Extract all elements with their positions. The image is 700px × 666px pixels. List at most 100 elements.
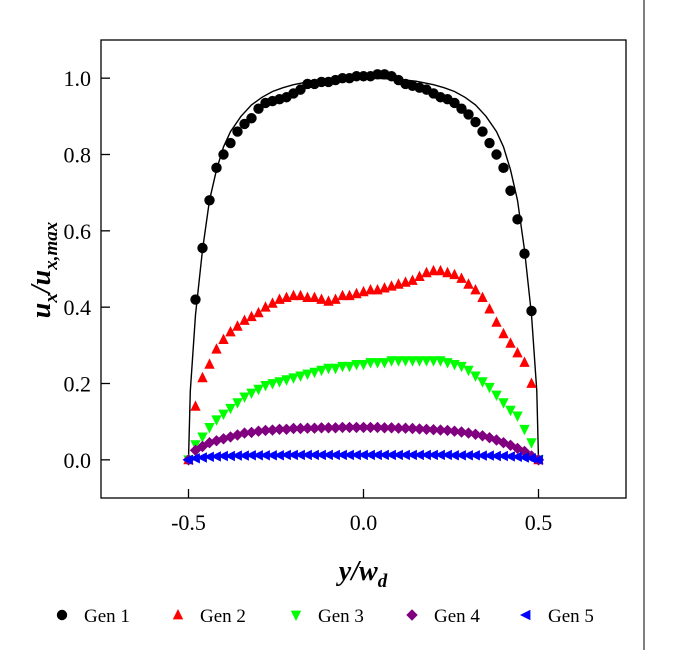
data-point	[406, 422, 419, 435]
data-point	[267, 297, 278, 308]
data-point	[266, 450, 277, 461]
data-point	[505, 337, 516, 348]
data-point	[456, 272, 467, 283]
data-point	[210, 435, 223, 447]
y-axis-title: ux/ux,max	[26, 221, 62, 318]
data-point	[323, 363, 334, 375]
data-point	[330, 293, 341, 304]
data-point	[526, 377, 537, 388]
data-point	[519, 248, 530, 259]
data-point	[245, 426, 258, 439]
data-point	[463, 365, 474, 377]
legend-marker	[290, 610, 302, 621]
data-point	[470, 371, 481, 382]
data-point	[428, 356, 439, 367]
data-point	[225, 403, 236, 415]
data-point	[322, 449, 333, 461]
data-point	[526, 438, 537, 449]
data-point	[197, 432, 208, 443]
data-point	[294, 449, 305, 461]
data-point	[505, 405, 516, 417]
data-point	[512, 347, 523, 358]
data-point	[504, 451, 515, 462]
data-point	[491, 390, 502, 401]
data-point	[491, 149, 502, 160]
data-point	[449, 268, 460, 280]
legend: Gen 1 Gen 2 Gen 3 Gen 4 Gen 5	[56, 606, 594, 627]
data-point	[372, 358, 383, 369]
data-point	[343, 421, 356, 434]
y-tick-label: 0.2	[64, 372, 92, 397]
series-gen-1	[190, 69, 537, 317]
data-point	[253, 103, 264, 114]
data-point	[204, 195, 215, 206]
data-point	[301, 422, 314, 434]
data-point	[357, 449, 368, 461]
data-point	[448, 450, 459, 461]
data-point	[414, 356, 425, 367]
data-point	[267, 379, 278, 390]
data-point	[295, 289, 306, 301]
data-point	[484, 382, 495, 394]
data-point	[218, 409, 229, 420]
data-point	[225, 137, 236, 149]
data-point	[490, 450, 501, 462]
data-point	[526, 305, 537, 317]
data-point	[217, 450, 228, 462]
data-point	[414, 270, 425, 281]
data-point	[189, 453, 200, 464]
data-point	[350, 421, 363, 434]
data-point	[287, 422, 300, 435]
data-point	[455, 450, 466, 461]
data-point	[512, 214, 523, 225]
data-point	[511, 451, 522, 462]
data-point	[386, 356, 397, 367]
data-point	[365, 358, 376, 369]
y-tick-label: 0.0	[64, 448, 92, 473]
data-point	[315, 422, 328, 434]
series-gen-5	[182, 449, 543, 465]
data-point	[288, 373, 299, 384]
data-point	[196, 440, 209, 453]
data-point	[420, 423, 433, 435]
legend-label: Gen 3	[318, 606, 364, 627]
data-point	[280, 423, 293, 435]
data-point	[407, 274, 418, 285]
series-gen-4	[182, 421, 545, 466]
data-point	[246, 113, 257, 124]
data-point	[371, 449, 382, 461]
data-point	[260, 301, 271, 312]
data-point	[266, 424, 279, 436]
data-point	[498, 327, 509, 339]
data-point	[442, 266, 453, 278]
data-point	[259, 450, 270, 461]
data-point	[238, 427, 251, 439]
data-point	[392, 449, 403, 461]
data-point	[484, 137, 495, 149]
data-point	[385, 422, 398, 434]
data-point	[190, 294, 201, 305]
data-point	[309, 367, 320, 379]
data-point	[378, 449, 389, 461]
y-tick-label: 0.8	[64, 143, 92, 168]
data-point	[302, 291, 313, 302]
data-point	[463, 109, 474, 120]
data-point	[476, 450, 487, 461]
data-point	[211, 162, 222, 174]
data-point	[197, 371, 208, 383]
data-point	[225, 326, 236, 337]
data-point	[421, 356, 432, 367]
data-point	[406, 449, 417, 461]
series-gen-3	[183, 356, 544, 466]
data-point	[287, 449, 298, 461]
data-point	[413, 449, 424, 461]
data-point	[330, 363, 341, 375]
data-point	[435, 264, 446, 276]
data-point	[469, 450, 480, 461]
data-point	[273, 423, 286, 435]
data-point	[441, 424, 454, 437]
data-point	[211, 343, 222, 354]
x-tick-label: 0.5	[525, 510, 553, 535]
data-point	[197, 242, 208, 254]
